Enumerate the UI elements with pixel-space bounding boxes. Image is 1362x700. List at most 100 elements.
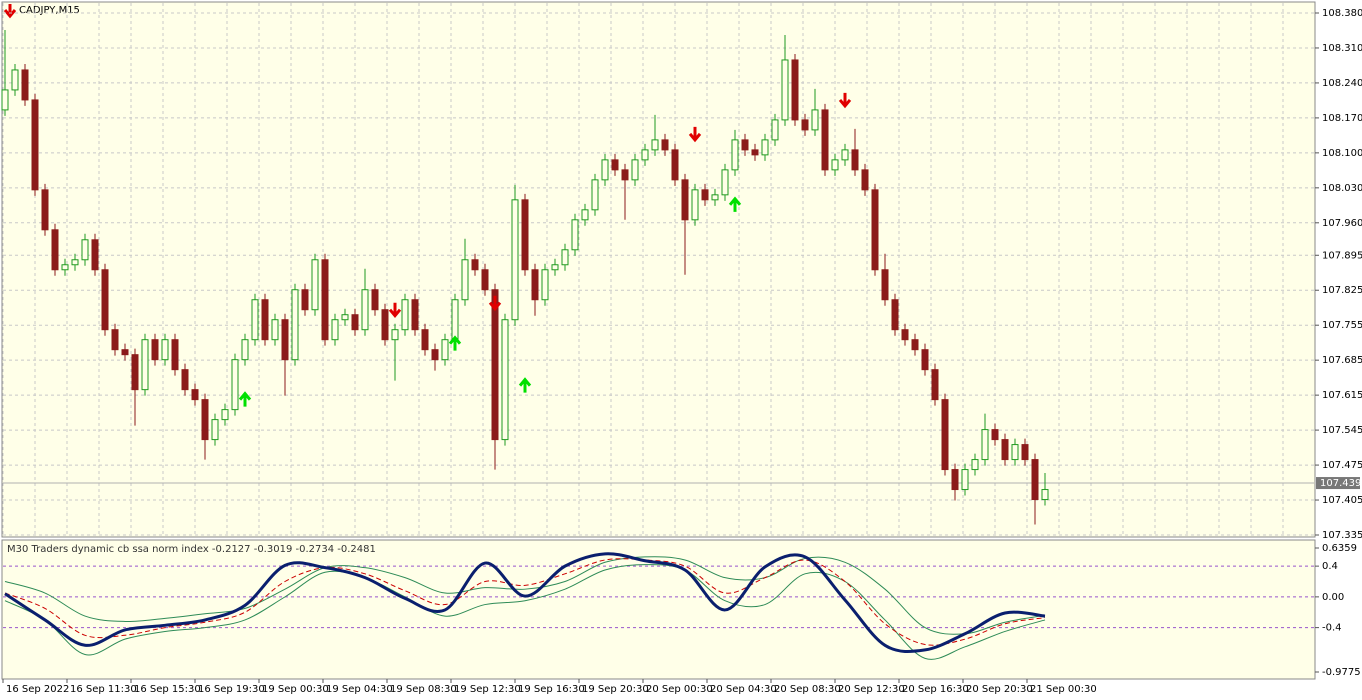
candle-body — [1041, 489, 1049, 501]
candle-body — [481, 269, 489, 291]
candle-body — [31, 99, 39, 191]
buy-arrow — [728, 196, 742, 212]
candle-body — [661, 139, 669, 151]
candle-body — [971, 459, 979, 471]
candle-body — [411, 299, 419, 331]
candle-body — [981, 429, 989, 461]
candle-body — [841, 149, 849, 161]
candle-body — [751, 149, 759, 156]
candle-body — [11, 69, 19, 91]
candle-body — [181, 369, 189, 391]
candle-body — [691, 189, 699, 221]
y-tick-label: 108.170 — [1322, 113, 1362, 124]
indicator-line — [4, 552, 1046, 653]
x-tick-label: 19 Sep 20:30 — [582, 684, 649, 695]
sell-arrow — [838, 92, 852, 109]
candle-body — [521, 199, 529, 271]
x-tick-label: 19 Sep 16:30 — [518, 684, 585, 695]
sell-arrow — [688, 126, 702, 143]
candle-body — [1, 89, 9, 111]
x-tick-label: 16 Sep 15:30 — [134, 684, 201, 695]
candle-body — [951, 469, 959, 491]
y-tick-label: 108.100 — [1322, 148, 1362, 159]
candle-body — [121, 349, 129, 356]
indicator-line — [4, 564, 1046, 660]
title-icon — [3, 4, 17, 19]
candle-body — [201, 399, 209, 441]
candle-body — [431, 349, 439, 361]
candle-body — [501, 319, 509, 441]
price-panel — [1, 1, 1316, 538]
candle-body — [281, 319, 289, 361]
buy-arrow — [518, 377, 532, 393]
candle-body — [851, 149, 859, 171]
candle-body — [671, 149, 679, 181]
candle-body — [731, 139, 739, 171]
candle-body — [711, 194, 719, 201]
candle-body — [371, 289, 379, 311]
candle-body — [61, 264, 69, 271]
candle-body — [291, 289, 299, 361]
candle-body — [171, 339, 179, 371]
candle-body — [361, 289, 369, 331]
candle-body — [441, 339, 449, 361]
x-tick-label: 20 Sep 08:30 — [774, 684, 841, 695]
y-tick-label: 108.240 — [1322, 78, 1362, 89]
y-tick-label: 0.6359 — [1322, 543, 1357, 554]
candle-body — [891, 299, 899, 331]
candle-body — [551, 264, 559, 271]
candle-body — [571, 219, 579, 251]
candle-body — [771, 119, 779, 141]
last-price-box — [1316, 477, 1360, 490]
candle-body — [261, 299, 269, 341]
candle-body — [451, 299, 459, 341]
candle-body — [921, 349, 929, 371]
y-tick-label: 107.335 — [1322, 530, 1362, 541]
y-tick-label: -0.4 — [1322, 623, 1342, 634]
candle-body — [471, 259, 479, 271]
candle-body — [491, 289, 499, 441]
buy-arrow — [238, 391, 252, 407]
y-tick-label: 107.685 — [1322, 355, 1362, 366]
x-tick-label: 20 Sep 04:30 — [710, 684, 777, 695]
candle-body — [251, 299, 259, 341]
candle-body — [1021, 444, 1029, 461]
candle-body — [781, 59, 789, 121]
y-tick-label: 107.895 — [1322, 250, 1362, 261]
y-tick-label: 0.4 — [1322, 561, 1338, 572]
x-tick-label: 19 Sep 04:30 — [326, 684, 393, 695]
candle-body — [271, 319, 279, 341]
x-tick-label: 16 Sep 11:30 — [70, 684, 137, 695]
x-tick-label: 20 Sep 12:30 — [838, 684, 905, 695]
candle-body — [861, 169, 869, 191]
candle-body — [581, 209, 589, 221]
candle-body — [641, 149, 649, 161]
candle-body — [631, 159, 639, 181]
indicator-line — [4, 556, 1046, 635]
candle-body — [221, 409, 229, 421]
candle-body — [961, 469, 969, 491]
y-tick-label: 107.960 — [1322, 218, 1362, 229]
candle-body — [311, 259, 319, 311]
candle-body — [331, 319, 339, 341]
candle-body — [461, 259, 469, 301]
candle-body — [821, 109, 829, 171]
x-tick-label: 19 Sep 12:30 — [454, 684, 521, 695]
y-tick-label: -0.9775 — [1322, 667, 1361, 678]
candle-body — [161, 339, 169, 361]
candle-body — [591, 179, 599, 211]
y-tick-label: 107.615 — [1322, 390, 1362, 401]
candle-body — [231, 359, 239, 411]
y-tick-label: 108.030 — [1322, 183, 1362, 194]
x-tick-label: 19 Sep 00:30 — [262, 684, 329, 695]
candle-body — [871, 189, 879, 271]
candle-body — [811, 109, 819, 131]
candle-body — [381, 309, 389, 341]
candle-body — [701, 189, 709, 201]
candle-body — [1011, 444, 1019, 461]
x-tick-label: 20 Sep 20:30 — [966, 684, 1033, 695]
y-tick-label: 107.825 — [1322, 285, 1362, 296]
candle-body — [601, 159, 609, 181]
candle-body — [41, 189, 49, 231]
y-tick-label: 0.00 — [1322, 592, 1344, 603]
